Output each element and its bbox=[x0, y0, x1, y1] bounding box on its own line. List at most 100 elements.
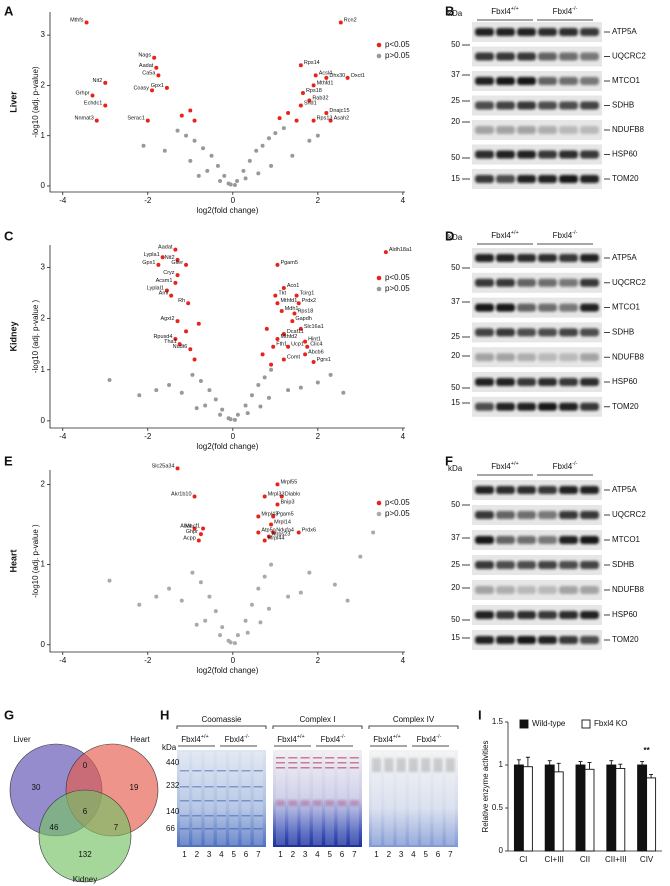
y-axis-label: -log10 (adj. p-value ) bbox=[31, 524, 40, 598]
gene-label: Tcirg1 bbox=[300, 291, 315, 297]
data-point bbox=[175, 319, 180, 324]
blot-band bbox=[496, 402, 515, 411]
gel-band bbox=[300, 767, 310, 769]
region-count: 132 bbox=[78, 850, 92, 859]
data-point bbox=[141, 143, 146, 148]
gene-label: Tha1 bbox=[164, 339, 177, 345]
data-point bbox=[201, 526, 206, 531]
data-point bbox=[298, 590, 303, 595]
data-point bbox=[269, 522, 274, 527]
legend-label: p>0.05 bbox=[385, 284, 410, 293]
data-point bbox=[307, 570, 312, 575]
row-label: Liver bbox=[8, 91, 18, 113]
blot-band bbox=[580, 561, 599, 569]
data-point bbox=[228, 640, 233, 645]
data-point bbox=[338, 20, 343, 25]
blot-band bbox=[538, 636, 557, 644]
genotype: -/- bbox=[436, 734, 441, 740]
blot-band bbox=[538, 378, 557, 386]
y-tick-label: 0 bbox=[499, 846, 504, 855]
data-point bbox=[262, 375, 267, 380]
gene-name: Fbxl4 bbox=[491, 231, 511, 240]
blot-band bbox=[580, 536, 599, 544]
lane-number: 4 bbox=[315, 850, 320, 859]
gene-label: Lypla1 bbox=[144, 252, 160, 258]
x-tick-label: -4 bbox=[59, 656, 67, 665]
blot-band bbox=[538, 278, 557, 287]
blot-band bbox=[580, 278, 599, 287]
gene-label: Abcb6 bbox=[308, 349, 324, 355]
blot-band bbox=[475, 636, 494, 644]
data-point bbox=[324, 75, 329, 80]
gene-name: Fbxl4 bbox=[225, 735, 245, 744]
gene-label: Mthfd1 bbox=[317, 80, 334, 86]
blot-band bbox=[517, 254, 536, 262]
blot-band bbox=[580, 378, 599, 386]
gel-band bbox=[241, 786, 251, 788]
legend-label: p<0.05 bbox=[385, 498, 410, 507]
unit-label: kDa bbox=[162, 743, 177, 752]
genotype-label: Fbxl4+/+ bbox=[491, 6, 519, 16]
blot-band bbox=[559, 636, 578, 644]
data-point bbox=[311, 360, 316, 365]
data-point bbox=[256, 171, 261, 176]
gene-label: Mrpl44 bbox=[268, 536, 285, 542]
blot-band bbox=[517, 77, 536, 85]
bar bbox=[544, 764, 555, 852]
unit-label: kDa bbox=[448, 233, 463, 242]
y-axis-label: -log10 (adj. p-value) bbox=[31, 66, 40, 137]
bar bbox=[584, 768, 595, 852]
data-point bbox=[198, 580, 203, 585]
legend-label: Wild-type bbox=[532, 719, 566, 728]
data-point bbox=[232, 641, 237, 646]
gene-label: Mrpl33 bbox=[268, 491, 285, 497]
gel-band bbox=[300, 762, 310, 764]
row-label: Kidney bbox=[8, 321, 18, 351]
lane-number: 6 bbox=[244, 850, 249, 859]
legend-label: p<0.05 bbox=[385, 273, 410, 282]
lane bbox=[396, 752, 406, 845]
gene-label: Ucp1 bbox=[291, 342, 304, 348]
blot-band bbox=[517, 278, 536, 287]
gel-band bbox=[312, 757, 322, 759]
gene-label: Acsm1 bbox=[156, 278, 173, 284]
lane bbox=[180, 752, 189, 845]
blot-band bbox=[538, 254, 557, 262]
gene-label: Mrpl14 bbox=[274, 519, 291, 525]
lane bbox=[349, 752, 359, 845]
kda-label: 50 bbox=[451, 615, 460, 624]
data-point bbox=[215, 163, 220, 168]
gel-band bbox=[241, 800, 251, 802]
blot-band bbox=[517, 378, 536, 386]
blot-strip bbox=[472, 169, 602, 189]
gel-title: Complex IV bbox=[393, 715, 435, 724]
blot-strip bbox=[472, 71, 602, 91]
blot-band bbox=[559, 328, 578, 337]
x-tick-label: CII+III bbox=[605, 855, 627, 864]
data-point bbox=[190, 372, 195, 377]
lane bbox=[372, 752, 381, 845]
data-point bbox=[286, 111, 291, 116]
blot-band bbox=[559, 486, 578, 494]
kda-label: 50 bbox=[451, 383, 460, 392]
blot-band bbox=[517, 353, 536, 362]
genotype-label: Fbxl4-/- bbox=[553, 6, 578, 16]
data-point bbox=[162, 148, 167, 153]
lane-number: 2 bbox=[195, 850, 200, 859]
gene-label: Acpp bbox=[183, 536, 196, 542]
gene-label: Pgam5 bbox=[280, 260, 297, 266]
gel-band bbox=[276, 800, 285, 806]
gene-label: Snd1 bbox=[304, 100, 317, 106]
blot-band bbox=[496, 536, 515, 544]
lane bbox=[384, 752, 394, 845]
data-point bbox=[198, 532, 203, 537]
legend-marker bbox=[376, 53, 382, 59]
lane-number: 1 bbox=[278, 850, 283, 859]
blot-band bbox=[580, 150, 599, 159]
blot-band bbox=[559, 126, 578, 134]
data-point bbox=[173, 280, 178, 285]
gel-band bbox=[180, 800, 189, 802]
gel-band bbox=[445, 758, 455, 772]
data-point bbox=[232, 417, 237, 422]
blot-band bbox=[559, 52, 578, 61]
